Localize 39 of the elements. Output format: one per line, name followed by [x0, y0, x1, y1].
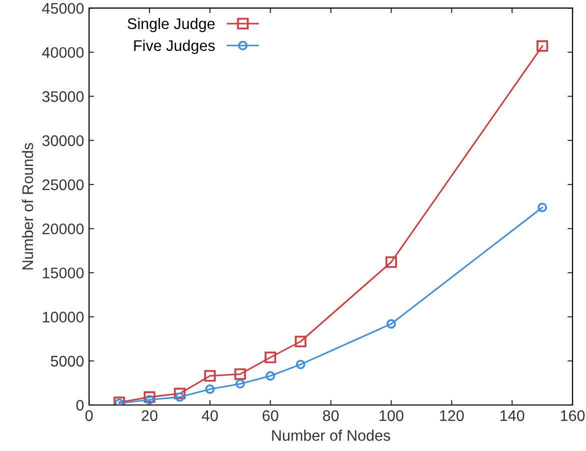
x-tick-label: 0	[85, 410, 93, 422]
x-axis-title: Number of Nodes	[272, 430, 390, 441]
x-tick-label: 140	[500, 410, 524, 422]
point	[235, 379, 245, 389]
point	[266, 371, 276, 381]
y-tick-label: 10000	[42, 312, 84, 322]
legend-label: Single Judge	[128, 18, 215, 32]
point	[386, 319, 396, 329]
point	[385, 256, 397, 268]
point	[174, 388, 186, 400]
point	[294, 336, 306, 348]
y-tick-label: 25000	[42, 179, 84, 190]
legend-label: Five Judges	[134, 40, 215, 54]
y-axis-title: Number of Rounds	[22, 142, 34, 270]
y-tick-label: 40000	[42, 47, 84, 58]
x-tick-label: 80	[322, 410, 339, 422]
x-tick-label: 20	[142, 410, 158, 422]
y-tick-label: 5000	[50, 356, 84, 367]
y-tick-label: 0	[76, 400, 84, 411]
x-tick-label: 100	[380, 410, 404, 422]
point	[536, 40, 548, 52]
point	[234, 368, 246, 380]
point	[204, 370, 216, 382]
point	[174, 392, 184, 402]
point	[296, 360, 306, 370]
y-tick-label: 35000	[42, 91, 84, 102]
y-tick-label: 45000	[42, 2, 84, 14]
point	[205, 384, 215, 394]
y-tick-label: 15000	[42, 268, 84, 278]
x-tick-label: 40	[202, 410, 218, 422]
y-tick-label: 20000	[42, 223, 84, 234]
point	[264, 352, 276, 364]
x-tick-label: 160	[560, 410, 585, 422]
x-tick-label: 60	[262, 410, 278, 422]
point	[538, 202, 548, 212]
x-tick-label: 120	[440, 410, 464, 422]
point	[144, 391, 156, 403]
y-tick-label: 30000	[42, 135, 84, 146]
point	[144, 394, 154, 404]
